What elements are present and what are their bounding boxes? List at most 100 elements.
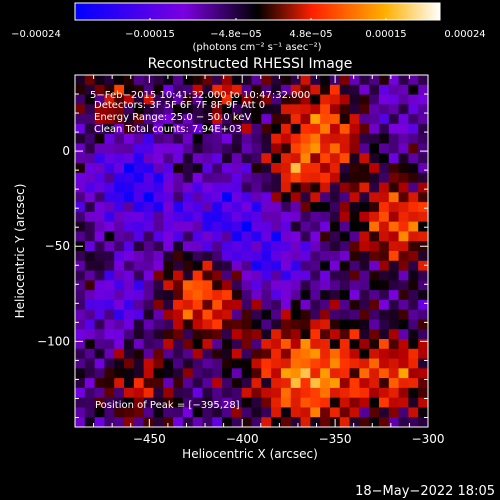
heatmap-cell	[114, 270, 125, 281]
heatmap-cell	[114, 387, 125, 399]
heatmap-cell	[104, 94, 115, 105]
heatmap-cell	[202, 182, 213, 193]
heatmap-cell	[202, 299, 213, 311]
heatmap-cell	[408, 114, 419, 125]
heatmap-cell	[359, 94, 370, 105]
heatmap-cell	[398, 319, 409, 330]
heatmap-cell	[320, 211, 331, 223]
heatmap-cell	[418, 251, 429, 262]
heatmap-cell	[418, 299, 429, 311]
heatmap-cell	[124, 192, 135, 203]
heatmap-cell	[104, 163, 115, 174]
heatmap-cell	[408, 182, 419, 193]
heatmap-cell	[369, 309, 380, 321]
heatmap-cell	[418, 339, 429, 350]
heatmap-cell	[320, 231, 331, 242]
heatmap-cell	[173, 329, 184, 340]
heatmap-cell	[320, 339, 331, 350]
heatmap-cell	[182, 299, 194, 311]
annotation-energy: Energy Range: 25.0 − 50.0 keV	[94, 112, 251, 123]
heatmap-cell	[329, 84, 341, 96]
heatmap-cell	[339, 221, 351, 233]
heatmap-cell	[114, 368, 125, 379]
heatmap-cell	[261, 84, 272, 96]
heatmap-cell	[251, 114, 262, 125]
heatmap-cell	[153, 84, 164, 96]
heatmap-cell	[173, 163, 184, 174]
heatmap-cell	[241, 397, 253, 409]
heatmap-cell	[339, 329, 351, 340]
heatmap-cell	[310, 241, 321, 252]
heatmap-cell	[418, 417, 429, 428]
heatmap-cell	[143, 182, 155, 193]
heatmap-cell	[310, 319, 321, 330]
heatmap-cell	[271, 329, 282, 340]
heatmap-cell	[418, 358, 429, 369]
heatmap-cell	[163, 104, 174, 115]
heatmap-cell	[114, 319, 125, 330]
heatmap-cell	[75, 290, 86, 301]
heatmap-cell	[408, 309, 419, 321]
heatmap-cell	[251, 143, 262, 154]
heatmap-cell	[153, 163, 164, 174]
heatmap-cell	[251, 358, 262, 369]
heatmap-cell	[261, 114, 272, 125]
heatmap-cell	[94, 153, 106, 164]
heatmap-cell	[418, 387, 429, 399]
heatmap-cell	[349, 319, 360, 330]
heatmap-cell	[261, 133, 272, 145]
heatmap-cell	[320, 94, 331, 105]
heatmap-cell	[231, 172, 243, 184]
heatmap-cell	[241, 329, 253, 340]
heatmap-cell	[408, 153, 419, 164]
heatmap-cell	[163, 299, 174, 311]
heatmap-cell	[378, 231, 390, 242]
heatmap-cell	[143, 153, 155, 164]
heatmap-cell	[212, 387, 223, 399]
heatmap-cell	[369, 397, 380, 409]
heatmap-cell	[222, 182, 233, 193]
heatmap-cell	[163, 407, 174, 418]
heatmap-cell	[143, 192, 155, 203]
heatmap-cell	[212, 221, 223, 233]
heatmap-cell	[104, 143, 115, 154]
heatmap-cell	[192, 133, 204, 145]
heatmap-cell	[241, 75, 253, 86]
heatmap-cell	[75, 172, 86, 184]
heatmap-cell	[212, 153, 223, 164]
heatmap-cell	[124, 114, 135, 125]
heatmap-cell	[192, 417, 204, 428]
heatmap-cell	[114, 182, 125, 193]
heatmap-cell	[143, 231, 155, 242]
heatmap-cell	[271, 358, 282, 369]
heatmap-cell	[231, 290, 243, 301]
heatmap-cell	[378, 163, 390, 174]
heatmap-cell	[84, 358, 96, 369]
heatmap-cell	[280, 153, 292, 164]
heatmap-cell	[94, 163, 106, 174]
heatmap-cell	[143, 133, 155, 145]
heatmap-cell	[75, 319, 86, 330]
heatmap-cell	[222, 260, 233, 272]
heatmap-cell	[369, 133, 380, 145]
heatmap-cell	[163, 241, 174, 252]
heatmap-cell	[212, 309, 223, 321]
heatmap-cell	[261, 358, 272, 369]
heatmap-cell	[290, 329, 302, 340]
heatmap-cell	[84, 75, 96, 86]
heatmap-cell	[163, 290, 174, 301]
heatmap-cell	[408, 221, 419, 233]
heatmap-cell	[182, 407, 194, 418]
heatmap-cell	[192, 94, 204, 105]
heatmap-cell	[398, 84, 409, 96]
heatmap-cell	[192, 163, 204, 174]
heatmap-cell	[290, 378, 302, 389]
heatmap-cell	[359, 290, 370, 301]
heatmap-cell	[349, 270, 360, 281]
heatmap-cell	[182, 260, 194, 272]
heatmap-cell	[94, 84, 106, 96]
heatmap-cell	[271, 407, 282, 418]
heatmap-cell	[388, 182, 400, 193]
heatmap-cell	[329, 153, 341, 164]
heatmap-cell	[75, 202, 86, 213]
